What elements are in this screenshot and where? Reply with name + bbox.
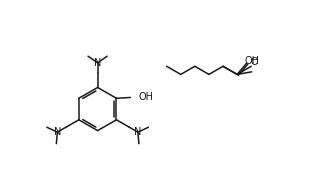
- Text: OH: OH: [245, 56, 260, 66]
- Text: N: N: [54, 127, 61, 137]
- Text: N: N: [134, 127, 142, 137]
- Text: OH: OH: [138, 93, 153, 102]
- Text: O: O: [251, 57, 258, 67]
- Text: N: N: [94, 58, 101, 68]
